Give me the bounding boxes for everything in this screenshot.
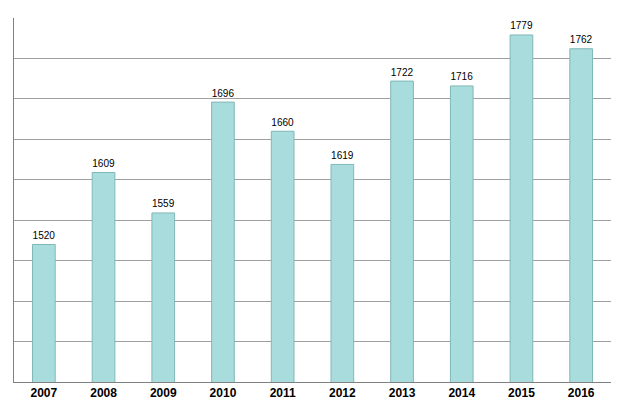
- svg-text:1696: 1696: [212, 88, 235, 99]
- svg-text:2011: 2011: [270, 386, 296, 400]
- svg-text:1619: 1619: [331, 150, 354, 161]
- svg-text:2007: 2007: [30, 386, 57, 400]
- svg-text:1520: 1520: [33, 230, 56, 241]
- svg-text:2016: 2016: [568, 386, 595, 400]
- svg-text:1762: 1762: [570, 34, 593, 45]
- svg-text:1716: 1716: [450, 71, 473, 82]
- svg-text:1559: 1559: [152, 198, 175, 209]
- svg-text:2014: 2014: [448, 386, 475, 400]
- svg-text:2013: 2013: [389, 386, 416, 400]
- svg-text:2008: 2008: [90, 386, 117, 400]
- svg-text:1722: 1722: [391, 67, 414, 78]
- svg-text:1660: 1660: [271, 117, 294, 128]
- svg-text:2015: 2015: [508, 386, 535, 400]
- svg-text:2009: 2009: [150, 386, 177, 400]
- svg-text:2012: 2012: [329, 386, 356, 400]
- svg-text:1609: 1609: [92, 158, 115, 169]
- svg-text:1779: 1779: [510, 20, 533, 31]
- svg-text:2010: 2010: [210, 386, 237, 400]
